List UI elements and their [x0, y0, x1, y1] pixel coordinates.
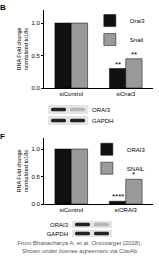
svg-text:ORAI3: ORAI3 [127, 147, 146, 153]
svg-text:*: * [132, 170, 135, 179]
svg-text:Orai3: Orai3 [130, 18, 145, 24]
svg-text:GAPDH: GAPDH [47, 231, 68, 237]
svg-text:ORAI3: ORAI3 [50, 222, 69, 228]
svg-text:RNA Fold changenormalized to18: RNA Fold changenormalized to18s [16, 149, 29, 192]
svg-text:1.0: 1.0 [31, 20, 40, 26]
svg-text:siOrai3: siOrai3 [116, 91, 136, 97]
svg-text:1.0: 1.0 [31, 146, 40, 152]
svg-text:siControl: siControl [59, 207, 83, 213]
svg-text:0.5: 0.5 [31, 53, 40, 59]
svg-text:Snail: Snail [130, 37, 143, 43]
svg-text:GAPDH: GAPDH [92, 118, 113, 124]
svg-text:ORAI3: ORAI3 [92, 107, 111, 113]
svg-text:0.5: 0.5 [31, 174, 40, 180]
svg-text:B: B [0, 3, 6, 12]
svg-text:**: ** [115, 60, 121, 69]
html-text:Shown under license agreement: Shown under license agreement via CiteAb [22, 247, 137, 254]
svg-text:RNA Fold changenormalized to18: RNA Fold changenormalized to18s [16, 27, 29, 70]
svg-text:siControl: siControl [59, 91, 83, 97]
svg-text:****: **** [112, 192, 124, 201]
svg-text:F: F [0, 132, 5, 141]
svg-text:SNAIL: SNAIL [127, 166, 145, 172]
svg-text:**: ** [131, 50, 137, 59]
html-text:From Bhattacharya A, et al. On: From Bhattacharya A, et al. Oncotarget (… [17, 240, 142, 246]
svg-text:0.0: 0.0 [31, 201, 40, 207]
svg-text:0.0: 0.0 [31, 85, 40, 91]
svg-text:siORAI3: siORAI3 [115, 207, 138, 213]
